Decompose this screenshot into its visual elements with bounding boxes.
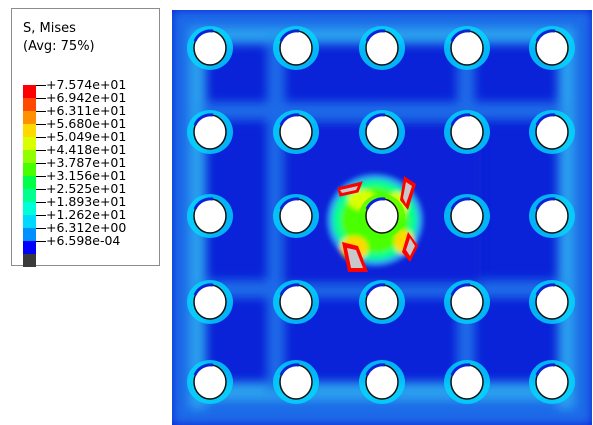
hole-rim — [535, 113, 556, 126]
hole-rim — [535, 197, 556, 210]
hole-rim — [450, 29, 471, 42]
legend-label: +2.525e+01 — [46, 181, 127, 196]
hole-rim — [450, 363, 471, 376]
hole-rim — [450, 197, 471, 210]
legend-tick — [36, 111, 46, 112]
hole-rim — [193, 113, 214, 126]
legend-label: +7.574e+01 — [46, 77, 127, 92]
hole-rim — [365, 283, 386, 296]
legend-swatch — [23, 176, 36, 189]
legend-label: +3.787e+01 — [46, 155, 127, 170]
legend-swatch — [23, 98, 36, 111]
legend-tick — [36, 85, 46, 86]
hole-rim — [365, 29, 386, 42]
hole-rim — [279, 29, 300, 42]
legend-label: +4.418e+01 — [46, 142, 127, 157]
hole-rim — [450, 113, 471, 126]
legend-tick — [36, 137, 46, 138]
legend-panel: S, Mises (Avg: 75%) +7.574e+01 +6.942e+01… — [11, 8, 160, 267]
legend-swatch — [23, 111, 36, 124]
legend-tick — [36, 163, 46, 164]
legend-swatch — [23, 254, 36, 267]
legend-swatch — [23, 124, 36, 137]
legend-tick — [36, 241, 46, 242]
hole-rim — [365, 363, 386, 376]
legend-swatch — [23, 85, 36, 98]
legend-tick — [36, 98, 46, 99]
holes-layer — [187, 26, 575, 404]
peak-stress-spots — [337, 176, 418, 272]
hole-rim — [365, 197, 386, 210]
legend-label: +1.893e+01 — [46, 194, 127, 209]
legend-swatch — [23, 202, 36, 215]
legend-label: +5.680e+01 — [46, 116, 127, 131]
hole-rim — [193, 197, 214, 210]
hole-rim — [279, 363, 300, 376]
hole-rim — [279, 283, 300, 296]
legend-label: +1.262e+01 — [46, 207, 127, 222]
legend-tick — [36, 150, 46, 151]
legend-label: +6.311e+01 — [46, 103, 127, 118]
legend-tick — [36, 202, 46, 203]
legend-label: +6.942e+01 — [46, 90, 127, 105]
hole-rim — [535, 283, 556, 296]
legend-subtitle: (Avg: 75%) — [23, 39, 95, 54]
legend-swatch — [23, 163, 36, 176]
legend-tick — [36, 228, 46, 229]
legend-label: +6.598e-04 — [46, 233, 121, 248]
legend-tick — [36, 124, 46, 125]
legend-swatch — [23, 189, 36, 202]
color-bar — [23, 85, 36, 267]
legend-swatch — [23, 150, 36, 163]
legend-label: +5.049e+01 — [46, 129, 127, 144]
hole-rim — [193, 283, 214, 296]
hole-rim — [450, 283, 471, 296]
legend-label: +3.156e+01 — [46, 168, 127, 183]
hole-rim — [193, 29, 214, 42]
legend-swatch — [23, 215, 36, 228]
legend-swatch — [23, 241, 36, 254]
hole-rim — [535, 29, 556, 42]
legend-tick — [36, 189, 46, 190]
legend-tick — [36, 215, 46, 216]
legend-tick — [36, 176, 46, 177]
hole-rim — [279, 113, 300, 126]
hole-rim — [279, 197, 300, 210]
legend-swatch — [23, 228, 36, 241]
stress-contour-plot — [172, 10, 592, 425]
hole-rim — [193, 363, 214, 376]
hole-rim — [365, 113, 386, 126]
legend-title: S, Mises — [23, 21, 76, 36]
hole-rim — [535, 363, 556, 376]
legend-swatch — [23, 137, 36, 150]
legend-label: +6.312e+00 — [46, 220, 127, 235]
